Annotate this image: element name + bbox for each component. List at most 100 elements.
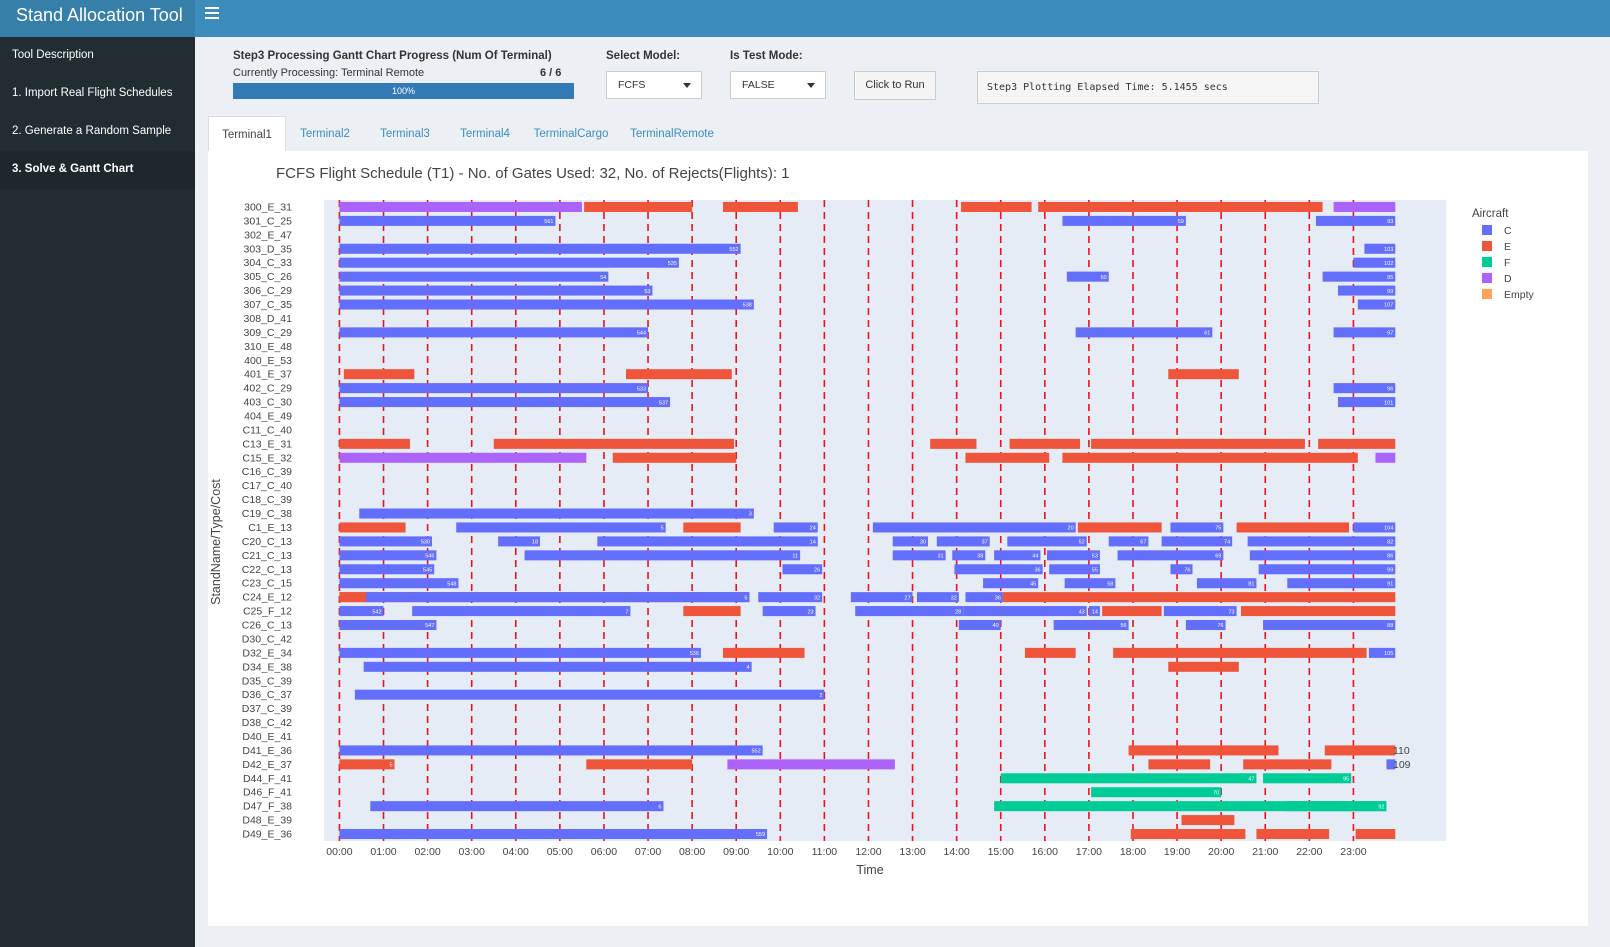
gantt-bar-C21_C_13-62[interactable] <box>892 550 946 561</box>
gantt-bar-C23_C_15-74[interactable] <box>339 578 459 589</box>
gantt-bar-C20_C_13-51[interactable] <box>339 536 433 547</box>
gantt-bar-309_C_29-22[interactable] <box>1333 327 1396 338</box>
gantt-bar-D42_E_37-118[interactable] <box>1386 759 1396 770</box>
gantt-bar-C20_C_13-57[interactable] <box>1108 536 1149 547</box>
gantt-bar-301_C_25-6[interactable] <box>339 215 556 226</box>
gantt-bar-C1_E_13-47[interactable] <box>1077 522 1162 533</box>
tab-terminal2[interactable]: Terminal2 <box>300 128 350 140</box>
gantt-bar-C13_E_31-32[interactable] <box>930 438 977 449</box>
gantt-bar-C21_C_13-67[interactable] <box>1249 550 1396 561</box>
gantt-bar-401_E_37-23[interactable] <box>343 369 415 380</box>
gantt-bar-C26_C_13-99[interactable] <box>1053 619 1129 631</box>
model-select[interactable]: FCFS <box>606 71 702 99</box>
gantt-bar-D32_E_34-106[interactable] <box>1368 647 1396 658</box>
gantt-bar-300_E_31-4[interactable] <box>1038 201 1323 212</box>
gantt-bar-300_E_31-0[interactable] <box>339 201 582 212</box>
gantt-bar-C24_E_12-81[interactable] <box>365 592 750 603</box>
sidebar-item-import-schedules[interactable]: 1. Import Real Flight Schedules <box>12 87 173 99</box>
gantt-bar-D44_F_41-119[interactable] <box>1000 773 1257 784</box>
gantt-bar-C20_C_13-59[interactable] <box>1247 536 1396 547</box>
gantt-bar-C24_E_12-83[interactable] <box>850 592 913 603</box>
gantt-bar-C20_C_13-54[interactable] <box>892 536 928 547</box>
gantt-bar-309_C_29-20[interactable] <box>339 327 649 338</box>
gantt-bar-C26_C_13-98[interactable] <box>958 619 1001 631</box>
gantt-bar-C25_F_12-92[interactable] <box>963 606 1087 617</box>
gantt-bar-C25_F_12-95[interactable] <box>1163 606 1237 617</box>
gantt-bar-C13_E_31-33[interactable] <box>1009 438 1081 449</box>
gantt-bar-402_C_29-26[interactable] <box>339 383 649 394</box>
gantt-bar-D48_E_39-125[interactable] <box>1181 815 1235 826</box>
tab-terminal-remote[interactable]: TerminalRemote <box>630 128 714 140</box>
test-mode-select[interactable]: FALSE <box>730 71 826 99</box>
gantt-bar-D34_E_38-107[interactable] <box>363 661 752 672</box>
gantt-bar-403_C_30-29[interactable] <box>1337 397 1396 408</box>
tab-terminal1[interactable]: Terminal1 <box>208 116 286 152</box>
gantt-bar-C21_C_13-64[interactable] <box>994 550 1041 561</box>
gantt-bar-D42_E_37-115[interactable] <box>727 759 895 770</box>
gantt-bar-C15_E_32-37[interactable] <box>612 452 737 463</box>
gantt-bar-C21_C_13-63[interactable] <box>952 550 986 561</box>
gantt-bar-D49_E_36-126[interactable] <box>339 829 768 840</box>
sidebar-item-tool-description[interactable]: Tool Description <box>12 49 94 61</box>
gantt-bar-C23_C_15-77[interactable] <box>1196 578 1257 589</box>
gantt-bar-C25_F_12-90[interactable] <box>762 606 816 617</box>
legend-swatch-e[interactable] <box>1482 241 1492 251</box>
gantt-bar-303_D_35-9[interactable] <box>339 243 741 254</box>
gantt-bar-D42_E_37-114[interactable] <box>586 759 693 770</box>
gantt-bar-C21_C_13-60[interactable] <box>339 550 437 561</box>
gantt-bar-D36_C_37-109[interactable] <box>354 689 825 700</box>
gantt-bar-C25_F_12-88[interactable] <box>412 606 631 617</box>
gantt-bar-C25_F_12-91[interactable] <box>855 606 964 617</box>
gantt-bar-C15_E_32-36[interactable] <box>339 452 587 463</box>
gantt-bar-D49_E_36-129[interactable] <box>1355 829 1396 840</box>
gantt-bar-C21_C_13-65[interactable] <box>1047 550 1100 561</box>
gantt-bar-C26_C_13-101[interactable] <box>1263 619 1396 631</box>
gantt-bar-403_C_30-28[interactable] <box>339 397 671 408</box>
gantt-bar-304_C_33-11[interactable] <box>339 257 679 268</box>
gantt-bar-C13_E_31-30[interactable] <box>339 438 410 449</box>
tab-terminal3[interactable]: Terminal3 <box>380 128 430 140</box>
sidebar-item-solve-gantt[interactable]: 3. Solve & Gantt Chart <box>0 151 195 189</box>
gantt-bar-C1_E_13-49[interactable] <box>1236 522 1350 533</box>
gantt-bar-D32_E_34-104[interactable] <box>1024 647 1076 658</box>
gantt-bar-306_C_29-16[interactable] <box>339 285 653 296</box>
gantt-bar-C21_C_13-66[interactable] <box>1117 550 1224 561</box>
gantt-bar-300_E_31-3[interactable] <box>961 201 1032 212</box>
gantt-bar-D49_E_36-127[interactable] <box>1130 829 1246 840</box>
sidebar-item-random-sample[interactable]: 2. Generate a Random Sample <box>12 125 172 137</box>
gantt-bar-C21_C_13-61[interactable] <box>524 550 801 561</box>
gantt-bar-C15_E_32-38[interactable] <box>965 452 1050 463</box>
gantt-bar-402_C_29-27[interactable] <box>1333 383 1396 394</box>
gantt-bar-C15_E_32-39[interactable] <box>1062 452 1358 463</box>
gantt-bar-C1_E_13-42[interactable] <box>339 522 406 533</box>
gantt-bar-C24_E_12-80[interactable] <box>339 592 366 603</box>
gantt-bar-D41_E_36-110[interactable] <box>339 745 763 756</box>
gantt-bar-C23_C_15-78[interactable] <box>1287 578 1396 589</box>
gantt-bar-307_C_35-18[interactable] <box>339 299 754 310</box>
gantt-bar-C20_C_13-52[interactable] <box>498 536 541 547</box>
gantt-bar-D41_E_36-112[interactable] <box>1324 745 1396 756</box>
gantt-bar-D32_E_34-102[interactable] <box>339 647 701 658</box>
gantt-bar-D46_F_41-121[interactable] <box>1091 787 1222 798</box>
gantt-bar-304_C_33-12[interactable] <box>1353 257 1396 268</box>
gantt-bar-301_C_25-8[interactable] <box>1315 215 1396 226</box>
gantt-bar-D44_F_41-120[interactable] <box>1263 773 1352 784</box>
gantt-bar-D47_F_38-124[interactable] <box>1285 801 1387 812</box>
gantt-bar-C24_E_12-82[interactable] <box>758 592 823 603</box>
gantt-bar-C13_E_31-31[interactable] <box>493 438 735 449</box>
gantt-bar-C25_F_12-89[interactable] <box>683 606 741 617</box>
gantt-bar-D32_E_34-105[interactable] <box>1113 647 1367 658</box>
run-button[interactable]: Click to Run <box>854 71 936 100</box>
gantt-bar-C26_C_13-100[interactable] <box>1185 619 1226 631</box>
tab-terminal4[interactable]: Terminal4 <box>460 128 510 140</box>
gantt-bar-D42_E_37-113[interactable] <box>339 759 395 770</box>
gantt-bar-C24_E_12-84[interactable] <box>916 592 959 603</box>
gantt-bar-C15_E_32-40[interactable] <box>1375 452 1396 463</box>
gantt-bar-C22_C_13-72[interactable] <box>1170 564 1193 575</box>
gantt-bar-C22_C_13-73[interactable] <box>1258 564 1396 575</box>
gantt-bar-C23_C_15-75[interactable] <box>983 578 1039 589</box>
gantt-bar-C25_F_12-87[interactable] <box>339 606 384 617</box>
legend-swatch-c[interactable] <box>1482 225 1492 235</box>
gantt-bar-C20_C_13-56[interactable] <box>1007 536 1087 547</box>
legend-swatch-empty[interactable] <box>1482 289 1492 299</box>
